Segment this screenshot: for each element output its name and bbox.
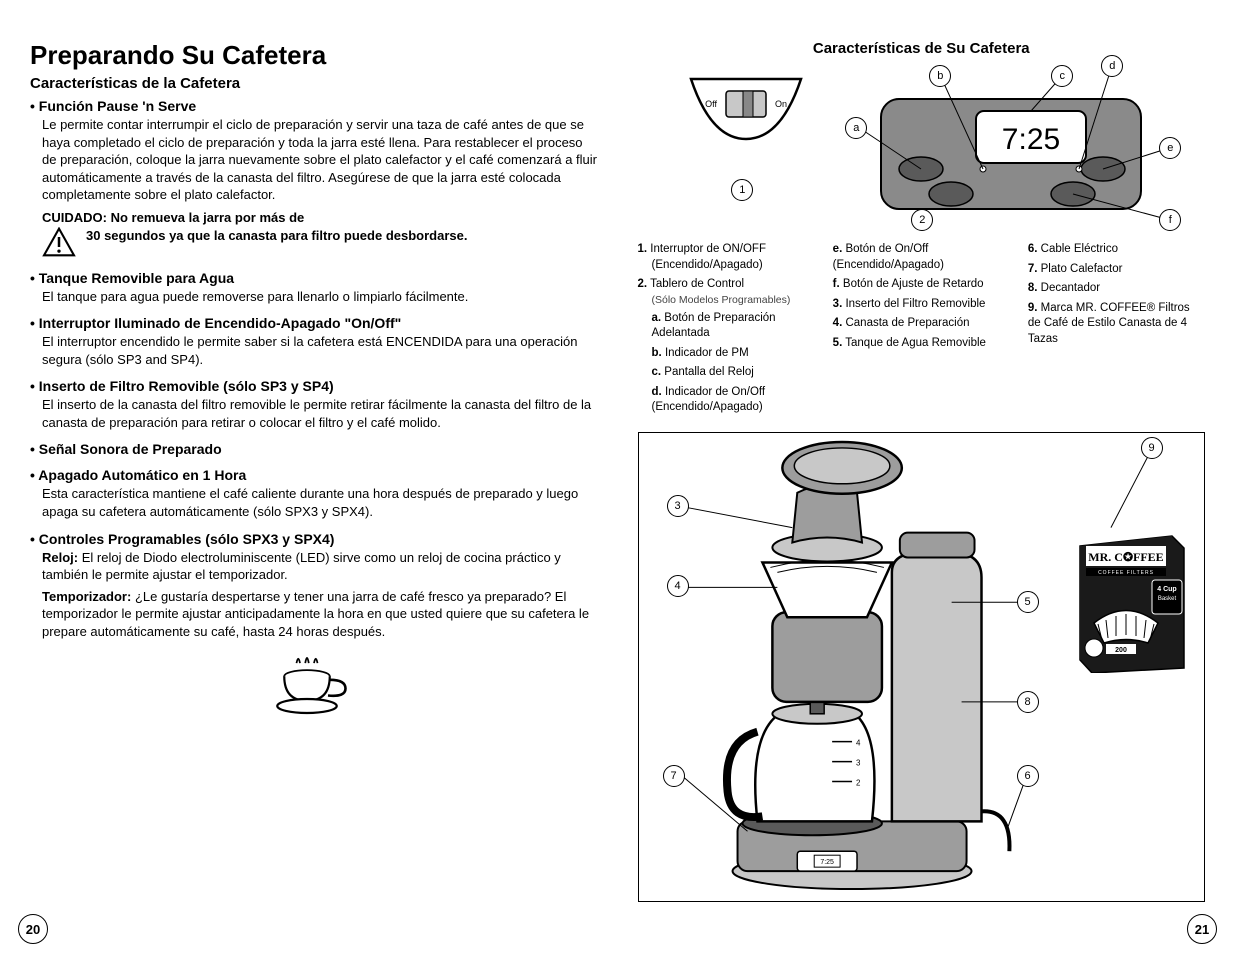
callout-3: 3 <box>667 495 689 517</box>
feature-ready-signal: Señal Sonora de Preparado <box>30 441 598 457</box>
right-title: Características de Su Cafetera <box>638 40 1206 57</box>
svg-text:MR. C✪FFEE: MR. C✪FFEE <box>1088 550 1163 564</box>
switch-on-label: On <box>775 99 787 109</box>
feature-title: Función Pause 'n Serve <box>30 98 598 114</box>
feature-title: Interruptor Iluminado de Encendido-Apaga… <box>30 315 598 331</box>
control-panel-diagram: 7:25 a <box>851 69 1171 232</box>
feature-title: Señal Sonora de Preparado <box>30 441 598 457</box>
svg-text:7:25: 7:25 <box>820 859 834 866</box>
main-diagram: 4 3 2 7:25 <box>638 432 1206 902</box>
feature-body: El tanque para agua puede removerse para… <box>30 288 598 306</box>
legend-col-2: e. Botón de On/Off (Encendido/Apagado) f… <box>833 242 1010 420</box>
svg-text:Basket: Basket <box>1158 596 1177 602</box>
feature-title: Tanque Removible para Agua <box>30 270 598 286</box>
feature-body: El inserto de la canasta del filtro remo… <box>30 396 598 431</box>
feature-title: Inserto de Filtro Removible (sólo SP3 y … <box>30 378 598 394</box>
page-subtitle: Características de la Cafetera <box>30 75 598 92</box>
coffee-cup-icon <box>30 650 598 723</box>
feature-title: Apagado Automático en 1 Hora <box>30 467 598 483</box>
caution-rest: 30 segundos ya que la canasta para filtr… <box>86 227 467 245</box>
svg-text:4 Cup: 4 Cup <box>1157 586 1176 593</box>
feature-body: El interruptor encendido le permite sabe… <box>30 333 598 368</box>
legend-col-3: 6. Cable Eléctrico 7. Plato Calefactor 8… <box>1028 242 1205 420</box>
feature-onoff-switch: Interruptor Iluminado de Encendido-Apaga… <box>30 315 598 368</box>
callout-f: f <box>1159 209 1181 231</box>
feature-auto-off: Apagado Automático en 1 Hora Esta caract… <box>30 467 598 520</box>
feature-filter-insert: Inserto de Filtro Removible (sólo SP3 y … <box>30 378 598 431</box>
caution-line1: CUIDADO: No remueva la jarra por más de <box>42 210 598 225</box>
callout-8: 8 <box>1017 691 1039 713</box>
svg-text:2: 2 <box>856 778 861 787</box>
callout-4: 4 <box>667 575 689 597</box>
legend-col-1: 1. Interruptor de ON/OFF(Encendido/Apaga… <box>638 242 815 420</box>
svg-text:200: 200 <box>1115 647 1127 654</box>
page-number-left: 20 <box>18 914 48 944</box>
svg-text:COFFEE FILTERS: COFFEE FILTERS <box>1098 570 1154 576</box>
switch-off-label: Off <box>705 99 717 109</box>
feature-pause-n-serve: Función Pause 'n Serve Le permite contar… <box>30 98 598 260</box>
features-list: Función Pause 'n Serve Le permite contar… <box>30 98 598 640</box>
feature-body: Le permite contar interrumpir el ciclo d… <box>30 116 598 204</box>
diagram-top: Off On 1 7:25 <box>638 69 1206 232</box>
page-number-right: 21 <box>1187 914 1217 944</box>
feature-body: Esta característica mantiene el café cal… <box>30 485 598 520</box>
svg-text:3: 3 <box>856 758 861 767</box>
feature-removable-tank: Tanque Removible para Agua El tanque par… <box>30 270 598 306</box>
filter-box-illustration: MR. C✪FFEE COFFEE FILTERS 4 Cup Basket 2… <box>1072 528 1192 676</box>
left-page: Preparando Su Cafetera Características d… <box>30 40 598 910</box>
svg-text:4: 4 <box>856 738 861 747</box>
feature-body: Reloj: El reloj de Diodo electroluminisc… <box>30 549 598 641</box>
warning-icon <box>42 227 76 260</box>
caution-block: CUIDADO: No remueva la jarra por más de … <box>30 210 598 260</box>
switch-diagram: Off On 1 <box>671 69 821 232</box>
callout-9: 9 <box>1141 437 1163 459</box>
right-page: Características de Su Cafetera Off On 1 <box>638 40 1206 910</box>
clock-time: 7:25 <box>1002 123 1060 156</box>
callout-e: e <box>1159 137 1181 159</box>
callout-7: 7 <box>663 765 685 787</box>
feature-title: Controles Programables (sólo SPX3 y SPX4… <box>30 531 598 547</box>
callout-6: 6 <box>1017 765 1039 787</box>
feature-programmable: Controles Programables (sólo SPX3 y SPX4… <box>30 531 598 641</box>
legend-grid: 1. Interruptor de ON/OFF(Encendido/Apaga… <box>638 242 1206 420</box>
page-title: Preparando Su Cafetera <box>30 40 598 71</box>
callout-5: 5 <box>1017 591 1039 613</box>
